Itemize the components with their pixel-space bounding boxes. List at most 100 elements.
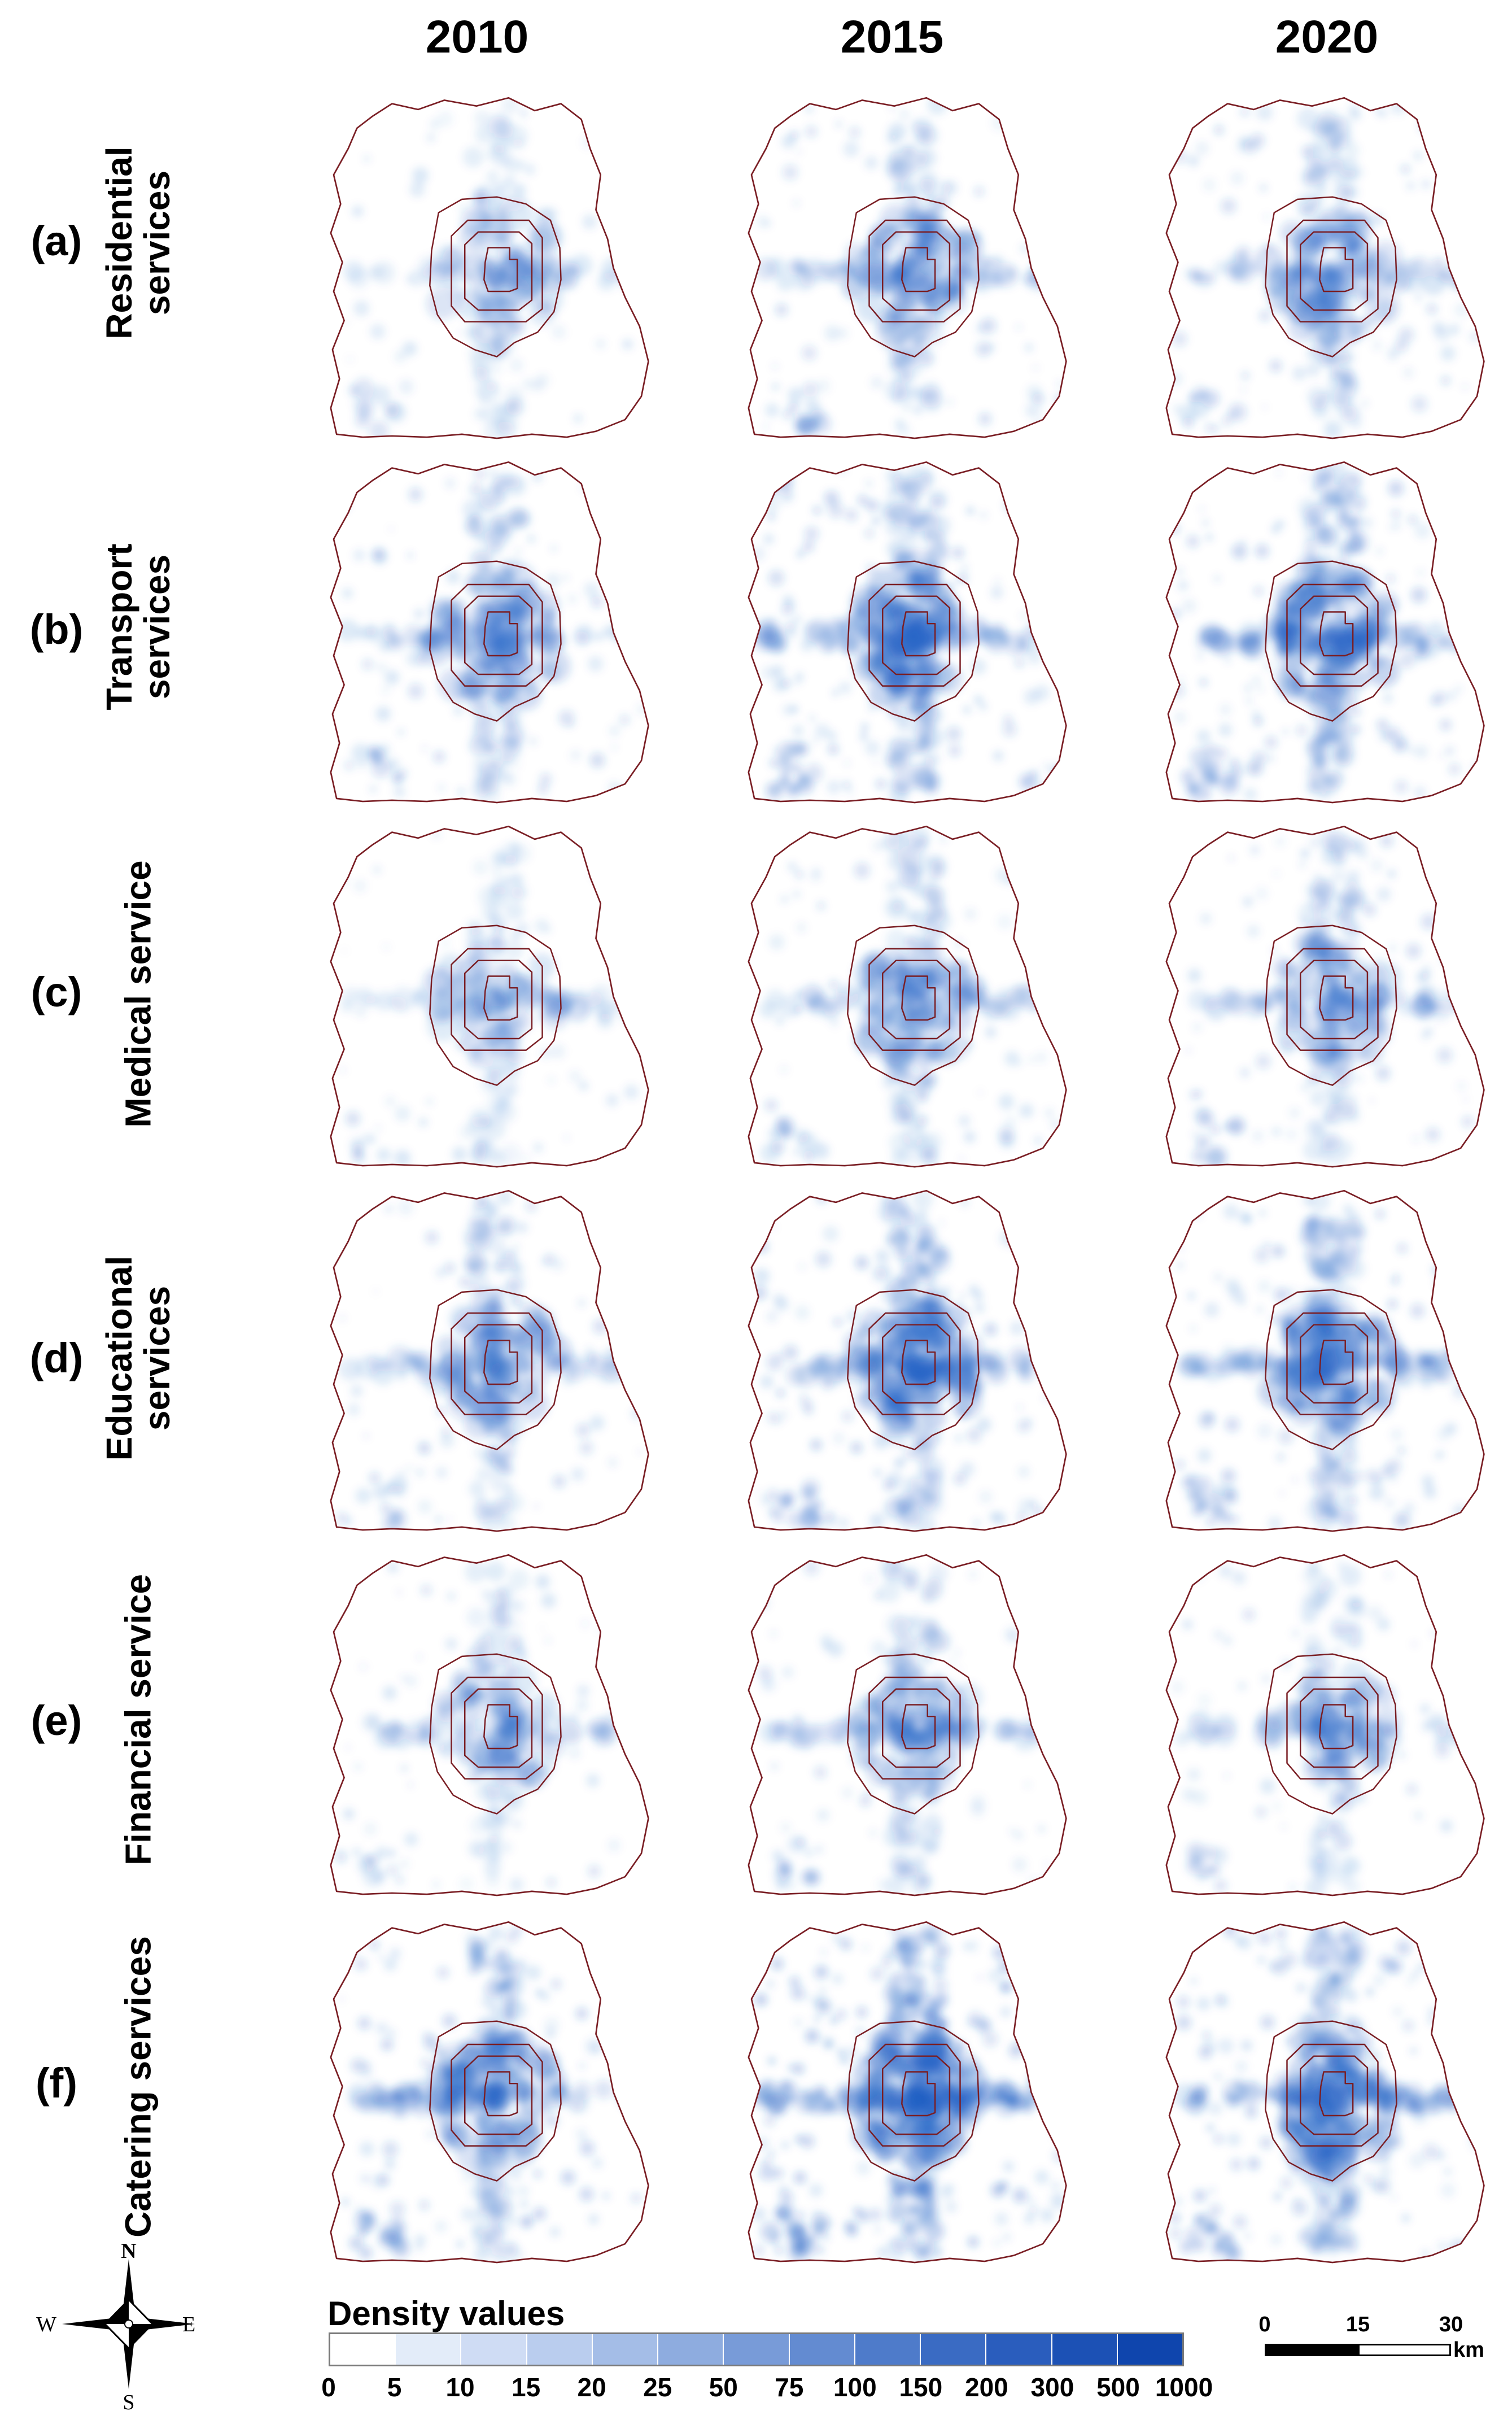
density-blob xyxy=(1262,404,1268,410)
density-blob xyxy=(898,997,911,1010)
density-blob xyxy=(500,1479,510,1489)
density-blob xyxy=(1293,1401,1305,1412)
density-blob xyxy=(1354,1693,1363,1701)
density-blob xyxy=(419,2200,429,2210)
density-blob xyxy=(634,1721,647,1734)
density-blob xyxy=(444,265,455,276)
density-blob xyxy=(1198,654,1203,659)
density-blob xyxy=(902,1809,916,1823)
density-blob xyxy=(1182,1476,1196,1490)
density-blob xyxy=(426,133,435,142)
density-blob xyxy=(1051,261,1067,277)
density-blob xyxy=(921,468,932,479)
density-blob xyxy=(781,604,793,615)
density-blob xyxy=(426,1098,433,1105)
density-blob xyxy=(1037,982,1060,1005)
density-blob xyxy=(769,1507,776,1515)
density-blob xyxy=(1055,1397,1062,1403)
density-blob xyxy=(358,761,366,769)
density-blob xyxy=(947,400,952,405)
density-blob xyxy=(909,1615,923,1628)
density-blob xyxy=(783,164,798,180)
density-blob xyxy=(933,1828,942,1837)
density-blob xyxy=(1408,515,1418,525)
density-blob xyxy=(1390,1428,1402,1441)
density-blob xyxy=(1426,128,1435,137)
density-blob xyxy=(476,1468,488,1480)
density-blob xyxy=(506,507,527,528)
density-blob xyxy=(1265,736,1278,749)
density-blob xyxy=(1032,938,1043,949)
density-blob xyxy=(615,1651,626,1662)
density-blob xyxy=(888,219,906,237)
density-blob xyxy=(526,1965,541,1980)
density-blob xyxy=(912,211,920,219)
density-blob xyxy=(967,507,974,514)
density-blob xyxy=(1410,1303,1424,1318)
density-blob xyxy=(1281,1823,1287,1830)
density-blob xyxy=(481,185,486,190)
density-blob xyxy=(564,1135,569,1140)
density-blob xyxy=(634,2091,650,2107)
density-blob xyxy=(1464,986,1478,1000)
density-blob xyxy=(584,582,599,598)
density-blob xyxy=(780,1822,791,1833)
density-blob xyxy=(767,257,787,277)
density-blob xyxy=(762,1680,772,1690)
density-blob xyxy=(765,403,779,417)
density-blob xyxy=(475,293,485,303)
density-blob xyxy=(421,1585,432,1596)
density-blob xyxy=(1186,535,1199,548)
year-header-2010: 2010 xyxy=(392,14,562,60)
density-blob xyxy=(870,1705,882,1717)
density-blob xyxy=(476,194,491,208)
density-blob xyxy=(470,1149,485,1165)
density-blob xyxy=(1054,627,1077,650)
density-blob xyxy=(938,599,952,613)
density-blob xyxy=(933,543,948,558)
density-blob xyxy=(1238,1211,1251,1223)
density-blob xyxy=(899,569,904,574)
density-blob xyxy=(1040,1360,1063,1383)
density-blob xyxy=(792,1714,803,1725)
density-blob xyxy=(505,402,517,413)
density-blob xyxy=(1219,1564,1233,1578)
density-blob xyxy=(1437,1048,1453,1063)
density-blob xyxy=(1441,1593,1448,1599)
density-blob xyxy=(514,762,521,769)
density-blob xyxy=(497,1216,515,1233)
density-blob xyxy=(776,1018,784,1025)
density-blob xyxy=(828,1641,844,1657)
density-blob xyxy=(1473,1358,1478,1363)
density-blob xyxy=(609,726,620,736)
density-blob xyxy=(364,1822,377,1835)
density-blob xyxy=(550,1044,565,1059)
density-blob xyxy=(1271,1801,1282,1812)
density-blob xyxy=(1388,870,1396,878)
density-blob xyxy=(477,1137,486,1147)
density-blob xyxy=(1260,1778,1275,1794)
density-blob xyxy=(802,382,818,398)
density-blob xyxy=(1445,579,1461,594)
density-blob xyxy=(794,1005,803,1014)
density-blob xyxy=(521,2201,528,2208)
density-blob xyxy=(520,110,527,117)
density-blob xyxy=(447,1516,453,1521)
density-blob xyxy=(359,2246,373,2260)
density-blob xyxy=(499,298,518,317)
density-blob xyxy=(1462,1723,1484,1746)
density-blob xyxy=(465,1561,487,1583)
density-blob xyxy=(1264,214,1269,219)
density-blob xyxy=(904,1114,917,1126)
density-blob xyxy=(1039,1228,1053,1242)
density-blob xyxy=(1051,779,1062,790)
density-blob xyxy=(959,1156,965,1161)
density-blob xyxy=(1368,655,1383,670)
density-blob xyxy=(1283,729,1288,734)
density-blob xyxy=(342,948,347,953)
density-blob xyxy=(1419,1372,1435,1388)
density-blob xyxy=(910,1795,917,1803)
density-blob xyxy=(994,256,1003,265)
density-blob xyxy=(1435,1278,1445,1288)
density-blob xyxy=(886,153,902,169)
